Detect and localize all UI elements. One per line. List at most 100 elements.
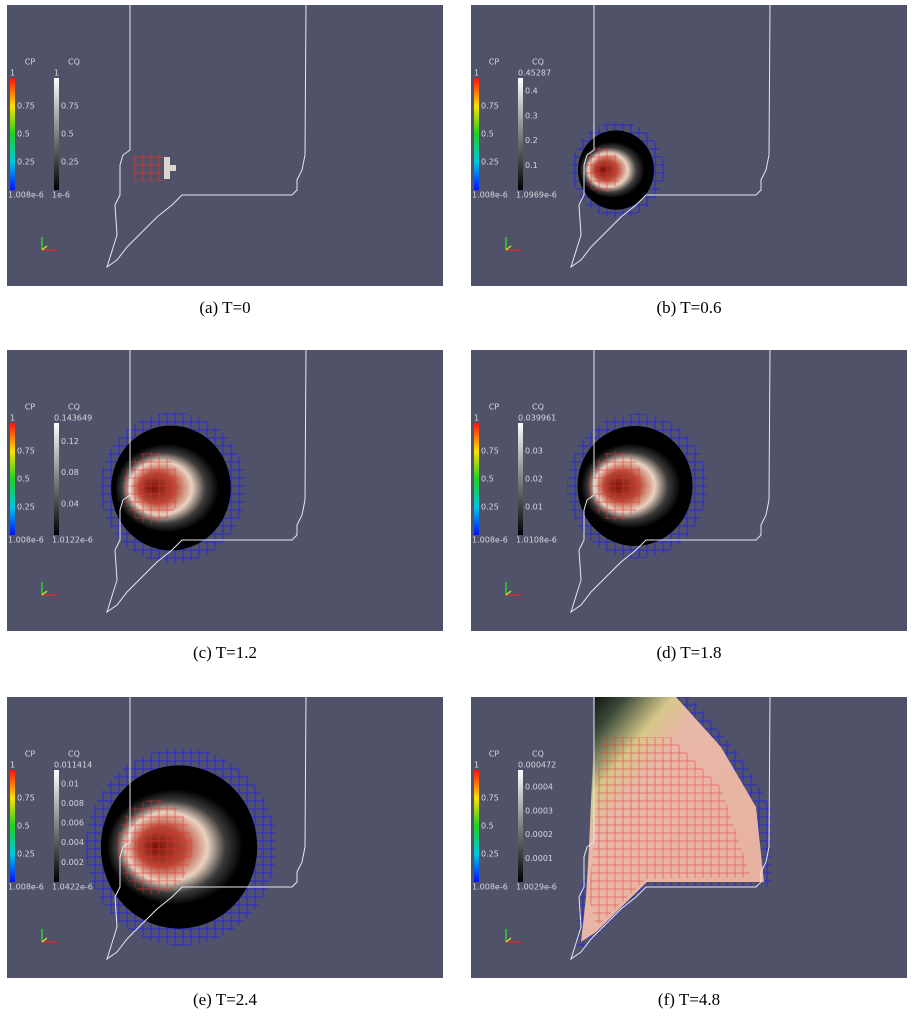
colorbar-label: 0.25 [481, 158, 499, 167]
colorbar-label: 0.1 [525, 161, 538, 170]
axis-z [41, 245, 48, 251]
panel: CP 1 0.75 0.5 0.25 1.008e-6 CQ 0.011414 0.01 0.00… [7, 696, 443, 978]
colorbar-label: 0.04 [61, 499, 79, 508]
axis-z [505, 590, 512, 596]
colorbar [518, 78, 523, 190]
colorbar-label: 0.004 [61, 838, 84, 847]
colorbar-label: 0.08 [61, 468, 79, 477]
colorbar [518, 423, 523, 535]
domain-outline [570, 4, 771, 269]
initial-cells [133, 155, 165, 181]
domain-outline [106, 4, 307, 269]
cell-grid [122, 451, 180, 525]
colorbar-label: 0.008 [61, 799, 84, 808]
colorbar-label: 0.5 [17, 475, 30, 484]
colorbar-title: CQ [68, 403, 80, 412]
viewport [7, 5, 443, 286]
colorbar-label: 1 [474, 761, 479, 770]
colorbar-label: 0.75 [481, 794, 499, 803]
caption: (d) T=1.8 [657, 643, 722, 662]
colorbar-label: 0.0004 [525, 783, 553, 792]
colorbar-label: 0.5 [481, 475, 494, 484]
colorbar-title: CP [489, 750, 500, 759]
colorbar-label: 0.002 [61, 858, 84, 867]
caption: (b) T=0.6 [657, 298, 722, 317]
colorbar-label: 0.5 [17, 130, 30, 139]
colorbar-title: CQ [532, 403, 544, 412]
colorbar [54, 423, 59, 535]
source-cells [164, 157, 176, 179]
colorbar [10, 423, 15, 535]
cell-grid [588, 451, 644, 521]
colorbar [474, 78, 479, 190]
colorbar-label: 1.0422e-6 [52, 883, 93, 892]
colorbar-label: 1.008e-6 [472, 536, 508, 545]
colorbar-label: 0.5 [481, 822, 494, 831]
colorbar-label: 0.011414 [54, 761, 92, 770]
colorbar-title: CQ [68, 750, 80, 759]
panel: CP 1 0.75 0.5 0.25 1.008e-6 CQ 0.143649 0.12 0.08… [7, 349, 443, 631]
colorbar-label: 1.0108e-6 [516, 536, 557, 545]
colorbar [10, 78, 15, 190]
field [576, 697, 771, 952]
colorbar-title: CQ [532, 58, 544, 67]
panel: CP 1 0.75 0.5 0.25 1.008e-6 CQ 0.039961 0.03 0.02… [471, 349, 907, 631]
colorbar-label: 1.0969e-6 [516, 191, 557, 200]
colorbar-label: 0.01 [525, 502, 543, 511]
colorbar-label: 0.25 [17, 503, 35, 512]
caption: (a) T=0 [199, 298, 250, 317]
domain-outline [570, 349, 771, 614]
domain-outline [570, 696, 771, 961]
colorbar-label: 1 [474, 69, 479, 78]
colorbar-label: 1 [10, 69, 15, 78]
colorbar-label: 0.25 [61, 158, 79, 167]
colorbar-label: 1e-6 [52, 191, 70, 200]
colorbar-label: 0.5 [61, 130, 74, 139]
colorbar-title: CP [25, 58, 36, 67]
domain-outline [106, 349, 307, 614]
colorbar-label: 0.75 [17, 102, 35, 111]
colorbar-label: 0.25 [17, 850, 35, 859]
colorbar-label: 1.0122e-6 [52, 536, 93, 545]
colorbar-label: 0.3 [525, 111, 538, 120]
colorbar-label: 0.2 [525, 136, 538, 145]
colorbar-title: CQ [532, 750, 544, 759]
domain-outline [106, 696, 307, 961]
colorbar-title: CP [25, 750, 36, 759]
colorbar-title: CP [25, 403, 36, 412]
colorbar-label: 1.008e-6 [472, 191, 508, 200]
colorbar-label: 0.25 [481, 503, 499, 512]
field [133, 155, 176, 181]
colorbar-label: 0.5 [17, 822, 30, 831]
field [571, 122, 665, 218]
colorbar [518, 770, 523, 882]
panel: CP 1 0.75 0.5 0.25 1.008e-6 CQ 1 0.75 0.5 0.25 1e-6 [7, 4, 443, 286]
colorbar-title: CP [489, 58, 500, 67]
colorbar [54, 770, 59, 882]
colorbar-label: 1 [54, 69, 59, 78]
colorbar-label: 1.008e-6 [8, 883, 44, 892]
colorbar-label: 1 [10, 414, 15, 423]
colorbar-label: 0.01 [61, 779, 79, 788]
caption: (e) T=2.4 [193, 990, 258, 1009]
panel: CP 1 0.75 0.5 0.25 1.008e-6 CQ 0.000472 0.0004 0.… [471, 696, 907, 978]
colorbar-label: 0.75 [481, 447, 499, 456]
colorbar-label: 0.12 [61, 437, 79, 446]
colorbar [54, 78, 59, 190]
colorbar-title: CQ [68, 58, 80, 67]
colorbar-label: 1.008e-6 [8, 191, 44, 200]
axis-z [41, 937, 48, 943]
colorbar-label: 0.02 [525, 474, 543, 483]
colorbar-label: 0.75 [17, 447, 35, 456]
caption: (f) T=4.8 [658, 990, 720, 1009]
colorbar-label: 0.006 [61, 819, 84, 828]
colorbar-label: 0.0002 [525, 830, 553, 839]
colorbar-label: 0.4 [525, 87, 538, 96]
colorbar-label: 1.0029e-6 [516, 883, 557, 892]
colorbar-label: 1.008e-6 [472, 883, 508, 892]
colorbar-label: 0.5 [481, 130, 494, 139]
colorbar-title: CP [489, 403, 500, 412]
colorbar [474, 423, 479, 535]
panel: CP 1 0.75 0.5 0.25 1.008e-6 CQ 0.45287 0.4 0.3 0.2… [471, 4, 907, 286]
